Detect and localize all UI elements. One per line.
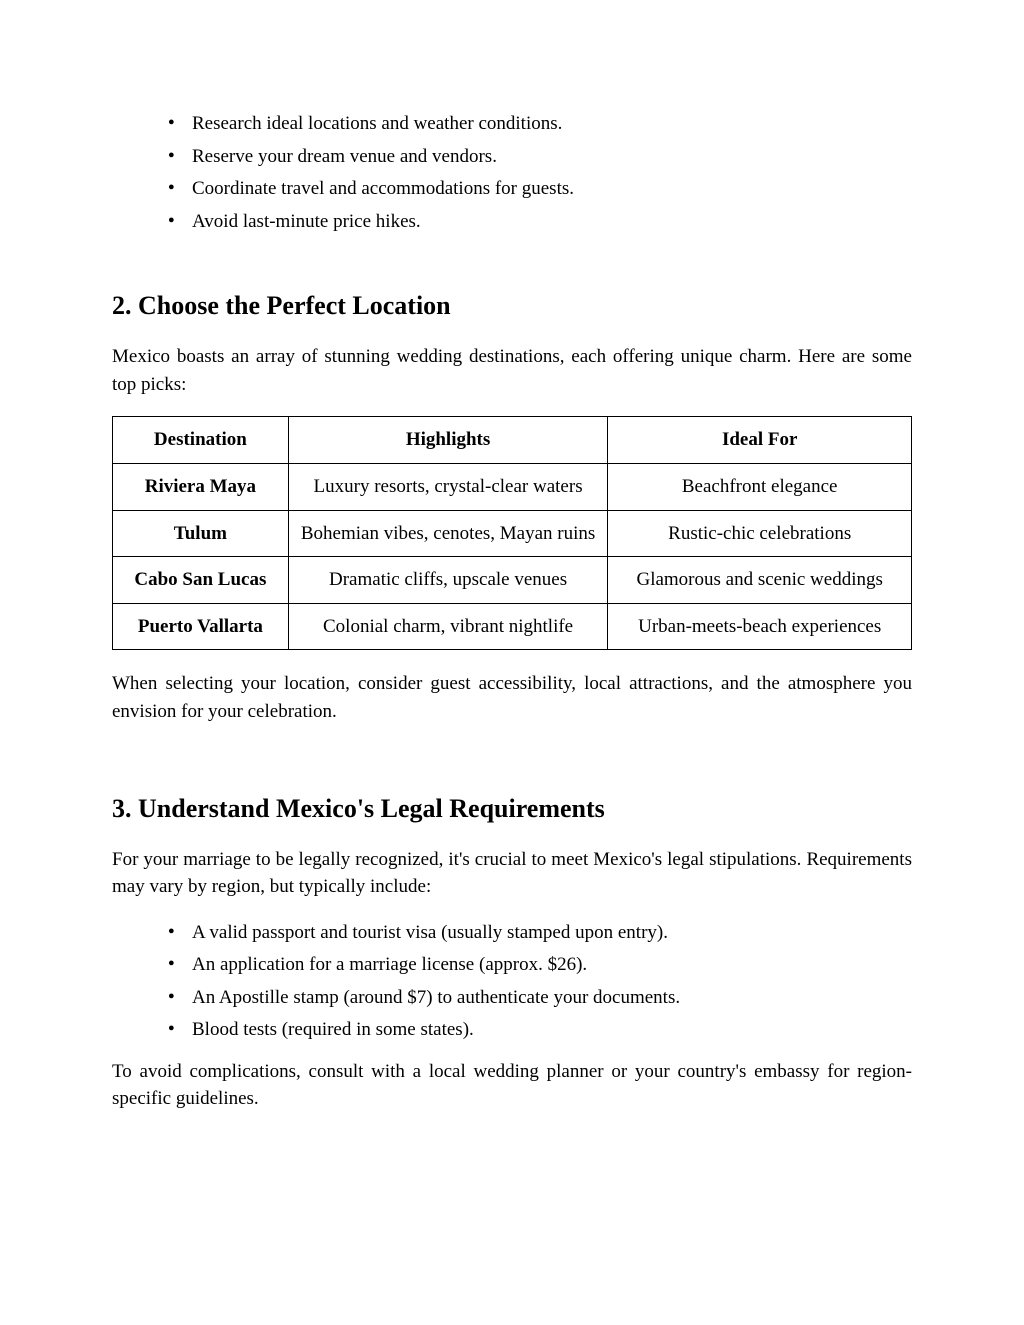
cell-ideal: Rustic-chic celebrations	[608, 510, 912, 557]
destinations-table: Destination Highlights Ideal For Riviera…	[112, 416, 912, 650]
section2-outro: When selecting your location, consider g…	[112, 670, 912, 725]
section2-intro: Mexico boasts an array of stunning weddi…	[112, 343, 912, 398]
cell-highlights: Dramatic cliffs, upscale venues	[288, 557, 608, 604]
table-header-highlights: Highlights	[288, 417, 608, 464]
list-item: An application for a marriage license (a…	[168, 951, 912, 979]
section3-intro: For your marriage to be legally recogniz…	[112, 846, 912, 901]
cell-highlights: Luxury resorts, crystal-clear waters	[288, 463, 608, 510]
section3-heading: 3. Understand Mexico's Legal Requirement…	[112, 794, 912, 824]
section3-outro: To avoid complications, consult with a l…	[112, 1058, 912, 1113]
cell-ideal: Beachfront elegance	[608, 463, 912, 510]
table-header-destination: Destination	[113, 417, 289, 464]
cell-destination: Cabo San Lucas	[113, 557, 289, 604]
list-item: Reserve your dream venue and vendors.	[168, 143, 912, 171]
cell-highlights: Bohemian vibes, cenotes, Mayan ruins	[288, 510, 608, 557]
list-item: Research ideal locations and weather con…	[168, 110, 912, 138]
section3-bullet-list: A valid passport and tourist visa (usual…	[168, 919, 912, 1044]
cell-destination: Riviera Maya	[113, 463, 289, 510]
section1-bullet-list: Research ideal locations and weather con…	[168, 110, 912, 235]
list-item: Blood tests (required in some states).	[168, 1016, 912, 1044]
list-item: An Apostille stamp (around $7) to authen…	[168, 984, 912, 1012]
table-row: Cabo San Lucas Dramatic cliffs, upscale …	[113, 557, 912, 604]
list-item: A valid passport and tourist visa (usual…	[168, 919, 912, 947]
cell-destination: Tulum	[113, 510, 289, 557]
table-row: Tulum Bohemian vibes, cenotes, Mayan rui…	[113, 510, 912, 557]
table-row: Riviera Maya Luxury resorts, crystal-cle…	[113, 463, 912, 510]
list-item: Coordinate travel and accommodations for…	[168, 175, 912, 203]
cell-ideal: Glamorous and scenic weddings	[608, 557, 912, 604]
table-header-row: Destination Highlights Ideal For	[113, 417, 912, 464]
section2-heading: 2. Choose the Perfect Location	[112, 291, 912, 321]
cell-ideal: Urban-meets-beach experiences	[608, 603, 912, 650]
table-row: Puerto Vallarta Colonial charm, vibrant …	[113, 603, 912, 650]
list-item: Avoid last-minute price hikes.	[168, 208, 912, 236]
cell-highlights: Colonial charm, vibrant nightlife	[288, 603, 608, 650]
cell-destination: Puerto Vallarta	[113, 603, 289, 650]
table-header-ideal: Ideal For	[608, 417, 912, 464]
